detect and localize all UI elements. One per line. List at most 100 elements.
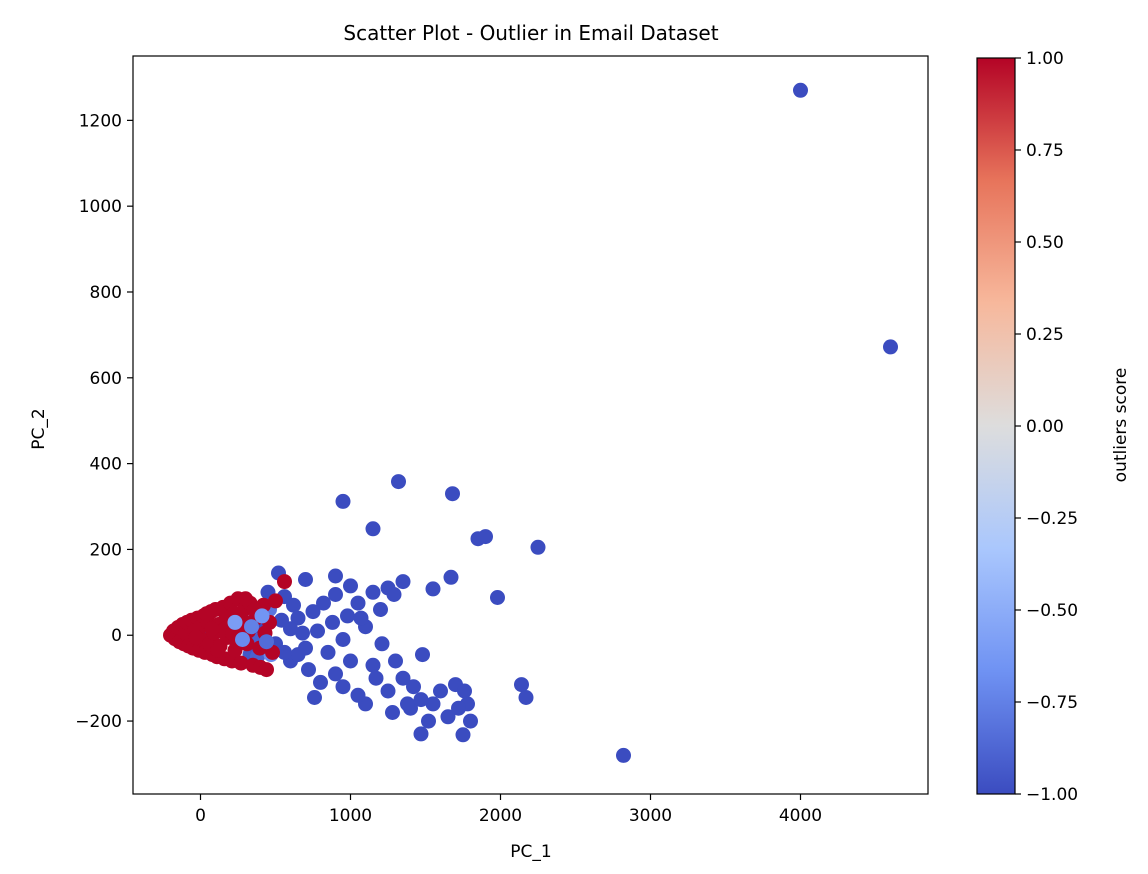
scatter-point	[199, 606, 214, 622]
scatter-point	[328, 568, 343, 584]
scatter-point	[298, 572, 313, 587]
colorbar-tick-label: 1.00	[1026, 49, 1064, 69]
scatter-point	[793, 82, 808, 98]
scatter-point	[518, 690, 534, 705]
chart-title: Scatter Plot - Outlier in Email Dataset	[343, 21, 718, 45]
scatter-point	[328, 666, 343, 682]
scatter-point	[365, 584, 381, 600]
scatter-point	[514, 677, 529, 693]
colorbar-tick-label: −0.75	[1026, 693, 1078, 713]
scatter-point	[395, 574, 411, 590]
colorbar-tick-label: 0.75	[1026, 141, 1064, 161]
y-tick-label: 600	[90, 369, 122, 389]
y-axis-title: PC_2	[29, 408, 49, 449]
scatter-point	[277, 644, 292, 660]
scatter-point	[210, 642, 226, 658]
scatter-point	[457, 683, 472, 699]
y-tick-label: −200	[75, 712, 122, 732]
scatter-point	[259, 662, 274, 678]
scatter-point	[386, 587, 402, 602]
scatter-point	[616, 747, 631, 763]
scatter-point	[530, 539, 546, 555]
plot-area	[132, 55, 929, 795]
colorbar-tick-label: 0.25	[1026, 325, 1064, 345]
scatter-point	[235, 632, 250, 647]
scatter-point	[244, 619, 259, 635]
scatter-point	[451, 700, 466, 716]
colorbar-tick-label: −0.25	[1026, 509, 1078, 529]
scatter-point	[307, 690, 322, 705]
scatter-point	[443, 569, 459, 585]
scatter-point	[463, 713, 478, 729]
x-tick-label: 0	[195, 806, 206, 826]
scatter-point	[413, 726, 429, 742]
scatter-point	[233, 655, 249, 671]
scatter-point	[313, 674, 328, 690]
scatter-point	[325, 614, 340, 630]
scatter-point	[227, 614, 243, 630]
scatter-point	[290, 647, 306, 663]
scatter-point	[188, 629, 204, 645]
scatter-point	[400, 696, 415, 712]
x-axis-title: PC_1	[510, 842, 551, 862]
scatter-point	[204, 621, 220, 637]
scatter-point	[343, 653, 358, 669]
scatter-point	[478, 529, 493, 545]
scatter-point	[286, 597, 301, 613]
scatter-point	[883, 339, 898, 355]
scatter-point	[335, 493, 351, 509]
scatter-point	[335, 632, 351, 647]
scatter-point	[425, 696, 441, 712]
x-axis: 0 1000 2000 3000 4000	[195, 794, 822, 826]
scatter-point	[259, 634, 274, 650]
colorbar-tick-label: 0.00	[1026, 417, 1064, 437]
scatter-point	[388, 653, 403, 669]
y-tick-label: 1000	[79, 197, 122, 217]
colorbar-gradient	[977, 58, 1015, 794]
scatter-point	[391, 474, 406, 490]
x-tick-label: 3000	[629, 806, 672, 826]
colorbar-tick-label: −1.00	[1026, 785, 1078, 805]
y-tick-label: 400	[90, 455, 122, 475]
y-tick-label: 800	[90, 283, 122, 303]
scatter-point	[406, 679, 421, 695]
scatter-point	[490, 590, 505, 605]
scatter-point	[440, 709, 456, 725]
scatter-point	[343, 578, 358, 594]
colorbar-tick-label: 0.50	[1026, 233, 1064, 253]
scatter-point	[320, 644, 336, 660]
scatter-point	[335, 679, 351, 695]
scatter-point	[380, 683, 396, 699]
scatter-point	[254, 608, 270, 624]
scatter-point	[445, 486, 460, 502]
colorbar: 1.00 0.75 0.50 0.25 0.00 −0.25 −0.50 −0.75 −1.00	[976, 49, 1078, 805]
x-tick-label: 2000	[479, 806, 522, 826]
scatter-point	[295, 625, 310, 641]
scatter-point	[353, 610, 369, 626]
scatter-point	[373, 602, 388, 617]
scatter-point	[385, 705, 400, 720]
scatter-point	[310, 623, 325, 639]
scatter-point	[316, 595, 331, 611]
scatter-point	[368, 670, 384, 686]
y-tick-label: 0	[111, 626, 122, 646]
scatter-point	[328, 587, 343, 602]
scatter-point	[277, 574, 292, 590]
scatter-point	[365, 521, 381, 537]
y-tick-label: 1200	[79, 111, 122, 131]
colorbar-label: outliers score	[1111, 368, 1131, 483]
colorbar-tick-label: −0.50	[1026, 601, 1078, 621]
scatter-point	[274, 612, 289, 628]
scatter-point	[433, 683, 448, 699]
scatter-point	[395, 670, 411, 686]
scatter-point	[340, 608, 355, 624]
scatter-points	[163, 82, 898, 763]
scatter-point	[290, 610, 306, 626]
scatter-point	[365, 657, 381, 673]
scatter-point	[415, 647, 430, 663]
scatter-point	[350, 687, 366, 703]
y-tick-label: 200	[90, 540, 122, 560]
scatter-point	[374, 636, 390, 652]
